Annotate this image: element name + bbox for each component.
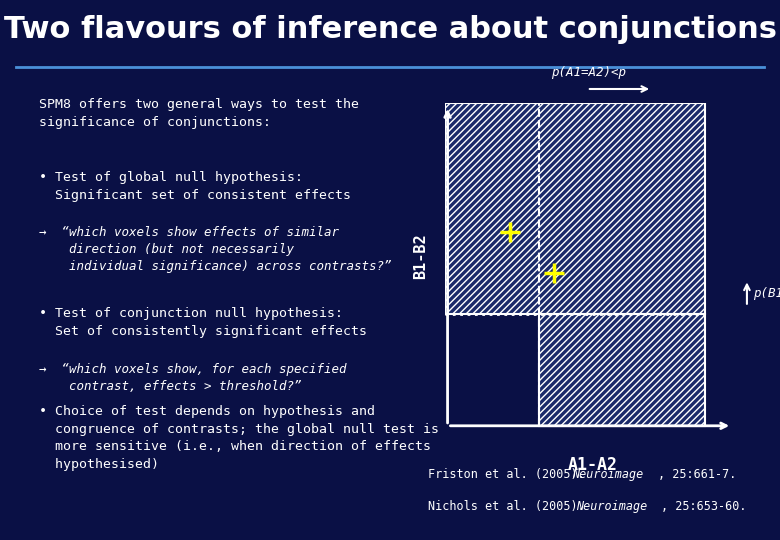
Bar	[540, 314, 705, 426]
Bar	[540, 103, 705, 314]
Text: Nichols et al. (2005).: Nichols et al. (2005).	[428, 500, 592, 513]
Bar	[445, 103, 540, 314]
Text: • Test of conjunction null hypothesis:
  Set of consistently significant effects: • Test of conjunction null hypothesis: S…	[39, 307, 367, 338]
Text: →  “which voxels show effects of similar
    direction (but not necessarily
    : → “which voxels show effects of similar …	[39, 226, 392, 273]
Text: p(A1=A2)<p: p(A1=A2)<p	[551, 66, 626, 79]
Text: Friston et al. (2005).: Friston et al. (2005).	[428, 468, 592, 481]
Text: Two flavours of inference about conjunctions: Two flavours of inference about conjunct…	[3, 15, 777, 44]
Text: Neuroimage: Neuroimage	[576, 500, 647, 513]
Text: Neuroimage: Neuroimage	[573, 468, 644, 481]
Text: SPM8 offers two general ways to test the
significance of conjunctions:: SPM8 offers two general ways to test the…	[39, 98, 359, 129]
Text: p(B1=B2)<p: p(B1=B2)<p	[753, 287, 780, 300]
Bar	[445, 103, 540, 314]
Text: , 25:661-7.: , 25:661-7.	[658, 468, 736, 481]
Text: • Test of global null hypothesis:
  Significant set of consistent effects: • Test of global null hypothesis: Signif…	[39, 171, 351, 201]
Bar	[540, 103, 705, 314]
Text: A1-A2: A1-A2	[568, 456, 618, 475]
Bar	[445, 103, 705, 314]
Bar	[540, 314, 705, 426]
Text: • Choice of test depends on hypothesis and
  congruence of contrasts; the global: • Choice of test depends on hypothesis a…	[39, 405, 439, 471]
Text: →  “which voxels show, for each specified
    contrast, effects > threshold?”: → “which voxels show, for each specified…	[39, 362, 346, 393]
Bar	[540, 314, 705, 426]
Text: B1-B2: B1-B2	[413, 233, 428, 279]
Text: , 25:653-60.: , 25:653-60.	[661, 500, 747, 513]
